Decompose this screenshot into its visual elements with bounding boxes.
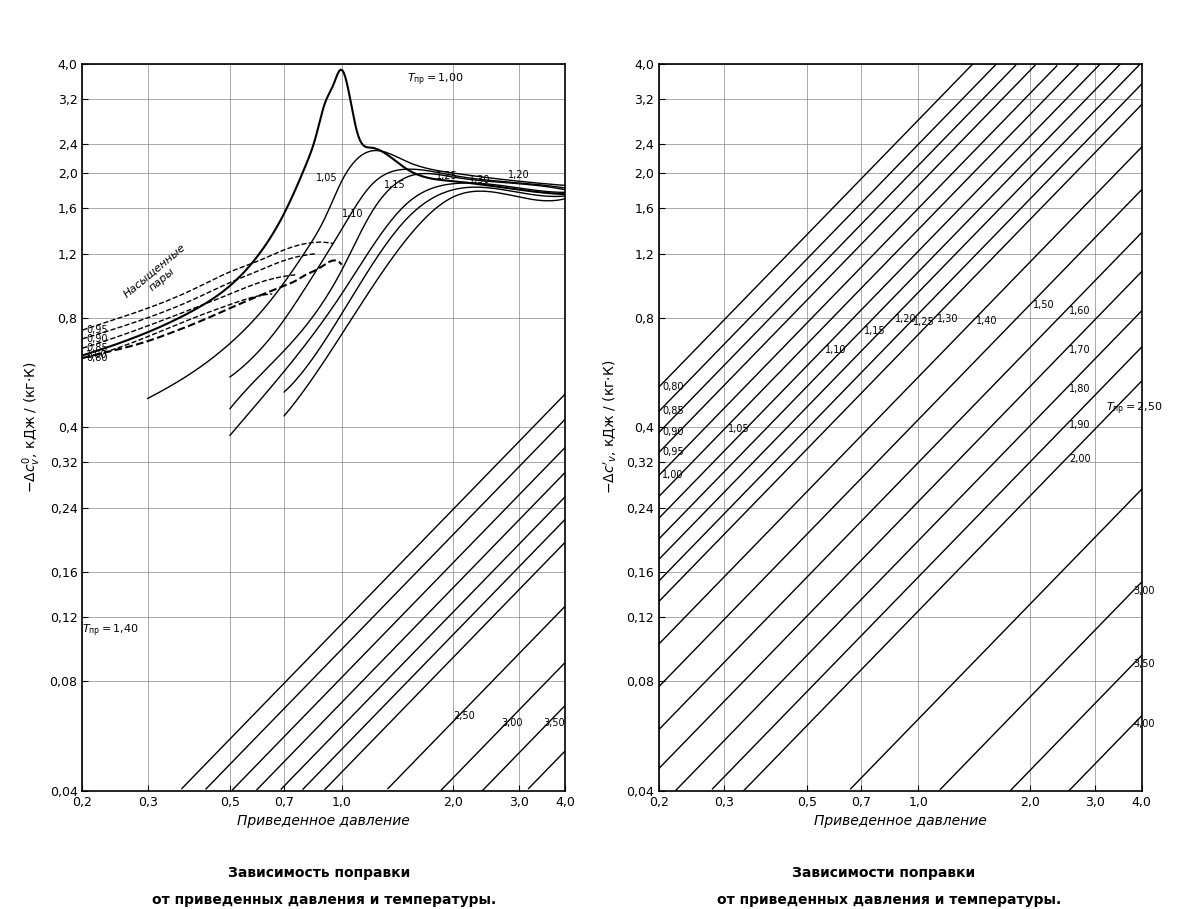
Text: 0,90: 0,90 <box>663 427 684 437</box>
Y-axis label: $-\Delta c'_v$, кДж / (кг$\cdot$К): $-\Delta c'_v$, кДж / (кг$\cdot$К) <box>601 360 619 494</box>
Text: 1,00: 1,00 <box>86 351 108 361</box>
Text: 4,00: 4,00 <box>1133 719 1155 729</box>
Text: 3,00: 3,00 <box>501 718 523 728</box>
Text: Насыщенные
пары: Насыщенные пары <box>121 242 194 308</box>
X-axis label: Приведенное давление: Приведенное давление <box>814 814 986 828</box>
Text: 1,15: 1,15 <box>384 180 406 190</box>
Text: 1,30: 1,30 <box>468 175 490 185</box>
Y-axis label: $-\Delta c^0_v$, кДж / (кг$\cdot$К): $-\Delta c^0_v$, кДж / (кг$\cdot$К) <box>20 362 42 493</box>
Text: Зависимость поправки: Зависимость поправки <box>227 865 420 880</box>
Text: 1,20: 1,20 <box>507 170 530 180</box>
Text: 1,10: 1,10 <box>341 208 364 218</box>
Text: 1,05: 1,05 <box>315 173 337 183</box>
X-axis label: Приведенное давление: Приведенное давление <box>238 814 410 828</box>
Text: 1,05: 1,05 <box>727 424 750 434</box>
Text: $T_{\rm пр} = 1{,}00$: $T_{\rm пр} = 1{,}00$ <box>407 72 464 88</box>
Text: 1,80: 1,80 <box>1069 384 1091 394</box>
Text: 0,85: 0,85 <box>86 344 108 354</box>
Text: 0,80: 0,80 <box>663 382 684 392</box>
Text: Зависимости поправки: Зависимости поправки <box>792 865 985 880</box>
Text: 0,95: 0,95 <box>86 325 108 335</box>
Text: 0,80: 0,80 <box>86 353 108 363</box>
Text: от приведенных давления и температуры.: от приведенных давления и температуры. <box>717 893 1060 907</box>
Text: 1,25: 1,25 <box>437 171 458 181</box>
Text: 1,25: 1,25 <box>913 317 935 327</box>
Text: 1,70: 1,70 <box>1069 345 1091 355</box>
Text: 2,50: 2,50 <box>453 712 476 722</box>
Text: 1,15: 1,15 <box>864 326 886 336</box>
Text: $T_{\rm пр} = 1{,}40$: $T_{\rm пр} = 1{,}40$ <box>82 623 139 639</box>
Text: $T_{\rm пр} = 2{,}50$: $T_{\rm пр} = 2{,}50$ <box>1105 401 1163 417</box>
Text: 2,00: 2,00 <box>1069 454 1091 464</box>
Text: 1,60: 1,60 <box>1069 305 1091 315</box>
Text: 1,20: 1,20 <box>896 315 917 325</box>
Text: 1,90: 1,90 <box>1069 420 1091 430</box>
Text: 1,40: 1,40 <box>976 316 997 326</box>
Text: 3,50: 3,50 <box>544 718 565 728</box>
Text: 3,50: 3,50 <box>1133 659 1155 669</box>
Text: 1,30: 1,30 <box>937 314 958 324</box>
Text: 0,90: 0,90 <box>86 334 108 344</box>
Text: 1,10: 1,10 <box>825 345 846 355</box>
Text: 1,50: 1,50 <box>1033 300 1055 310</box>
Text: 1,00: 1,00 <box>663 470 684 480</box>
Text: 0,85: 0,85 <box>663 406 684 416</box>
Text: от приведенных давления и температуры.: от приведенных давления и температуры. <box>152 893 496 907</box>
Text: 0,95: 0,95 <box>663 447 684 457</box>
Text: 3,00: 3,00 <box>1133 585 1155 595</box>
